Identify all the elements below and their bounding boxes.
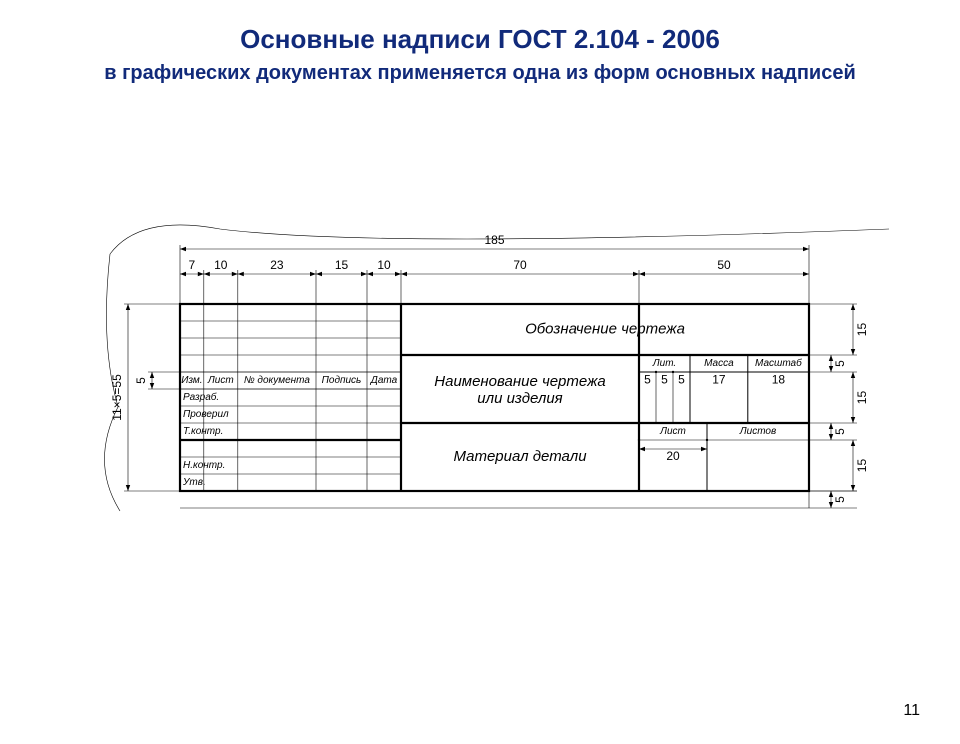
svg-text:Проверил: Проверил xyxy=(183,409,229,420)
svg-text:23: 23 xyxy=(270,258,284,272)
svg-text:Дата: Дата xyxy=(370,375,398,386)
svg-text:Изм.: Изм. xyxy=(181,375,202,386)
svg-text:Подпись: Подпись xyxy=(322,375,362,386)
svg-text:Материал детали: Материал детали xyxy=(453,448,587,465)
svg-text:11×5=55: 11×5=55 xyxy=(110,374,124,421)
svg-text:7: 7 xyxy=(189,258,196,272)
page-number: 11 xyxy=(903,702,920,720)
svg-text:18: 18 xyxy=(772,373,786,387)
page-subtitle: в графических документах применяется одн… xyxy=(0,61,960,86)
svg-text:Лит.: Лит. xyxy=(652,358,676,369)
svg-text:Наименование чертежа: Наименование чертежа xyxy=(434,373,605,390)
svg-text:185: 185 xyxy=(484,233,504,247)
svg-text:50: 50 xyxy=(717,258,731,272)
page-title: Основные надписи ГОСТ 2.104 - 2006 xyxy=(0,24,960,55)
svg-text:5: 5 xyxy=(134,377,148,384)
svg-text:20: 20 xyxy=(666,449,680,463)
svg-text:Т.контр.: Т.контр. xyxy=(183,426,223,437)
svg-text:№ документа: № документа xyxy=(244,375,311,386)
svg-text:15: 15 xyxy=(335,258,349,272)
svg-text:5: 5 xyxy=(833,360,847,367)
svg-text:5: 5 xyxy=(833,496,847,503)
svg-text:5: 5 xyxy=(661,373,668,387)
svg-text:5: 5 xyxy=(678,373,685,387)
title-block-diagram: Изм. Лист № документа Подпись Дата Разраб. Про… xyxy=(60,214,900,584)
svg-text:Масса: Масса xyxy=(704,358,734,369)
svg-text:или изделия: или изделия xyxy=(477,390,562,407)
diagram-container: Изм. Лист № документа Подпись Дата Разраб. Про… xyxy=(60,214,900,589)
svg-text:15: 15 xyxy=(855,323,869,337)
svg-text:10: 10 xyxy=(377,258,391,272)
svg-text:Разраб.: Разраб. xyxy=(183,391,219,403)
svg-text:5: 5 xyxy=(833,428,847,435)
svg-text:5: 5 xyxy=(644,373,651,387)
svg-text:Н.контр.: Н.контр. xyxy=(183,460,225,471)
svg-text:Обозначение чертежа: Обозначение чертежа xyxy=(525,320,685,337)
svg-text:10: 10 xyxy=(214,258,228,272)
svg-text:15: 15 xyxy=(855,391,869,405)
svg-text:Лист: Лист xyxy=(207,375,234,386)
svg-text:Утв.: Утв. xyxy=(182,477,206,488)
svg-text:Масштаб: Масштаб xyxy=(755,357,802,369)
svg-text:Лист: Лист xyxy=(659,426,686,437)
svg-text:Листов: Листов xyxy=(739,426,776,437)
svg-text:17: 17 xyxy=(712,373,726,387)
svg-text:15: 15 xyxy=(855,459,869,473)
svg-text:70: 70 xyxy=(513,258,527,272)
